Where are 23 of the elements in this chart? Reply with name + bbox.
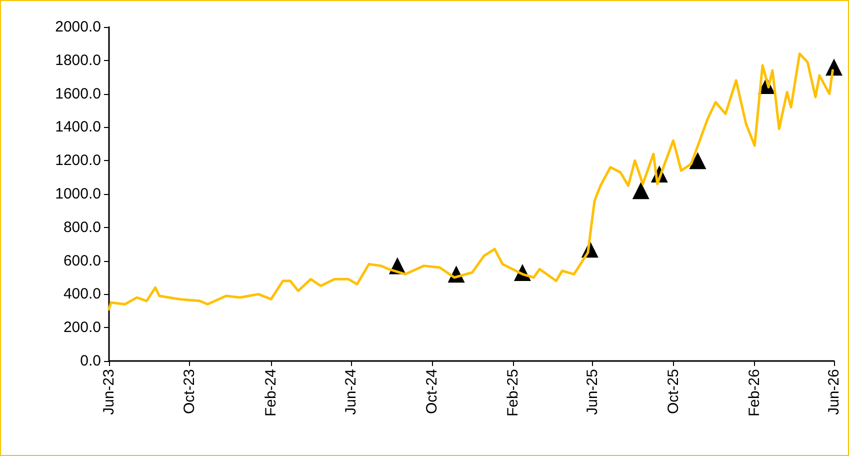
y-tick-label: 200.0 (63, 319, 101, 336)
point (689, 152, 706, 170)
x-tick-label: Feb-25 (504, 369, 522, 417)
x-tick-label: Jun-25 (584, 369, 602, 415)
y-tick-label: 800.0 (63, 218, 101, 236)
x-tick-label: Feb-24 (262, 369, 280, 417)
y-tick-label: 1400.0 (55, 118, 101, 136)
y-tick-label: 0.0 (80, 352, 101, 370)
y-tick-label: 1800.0 (55, 52, 101, 69)
y-tick-label: 1200.0 (55, 152, 101, 170)
x-tick-label: Oct-24 (423, 369, 440, 414)
x-tick-label: Oct-25 (664, 369, 682, 414)
x-tick-label: Jun-26 (826, 369, 842, 415)
y-tick-label: 2000.0 (55, 18, 101, 36)
y-tick-label: 600.0 (63, 252, 101, 270)
x-tick-label: Jun-24 (342, 369, 360, 415)
point (632, 182, 650, 200)
y-tick-label: 400.0 (63, 286, 101, 303)
y-tick-label: 1600.0 (55, 85, 101, 102)
x-tick-label: Oct-23 (181, 369, 198, 414)
x-tick-label: Jun-23 (100, 369, 118, 415)
x-tick-label: Feb-26 (746, 369, 764, 417)
y-tick-label: 1000.0 (55, 186, 101, 202)
